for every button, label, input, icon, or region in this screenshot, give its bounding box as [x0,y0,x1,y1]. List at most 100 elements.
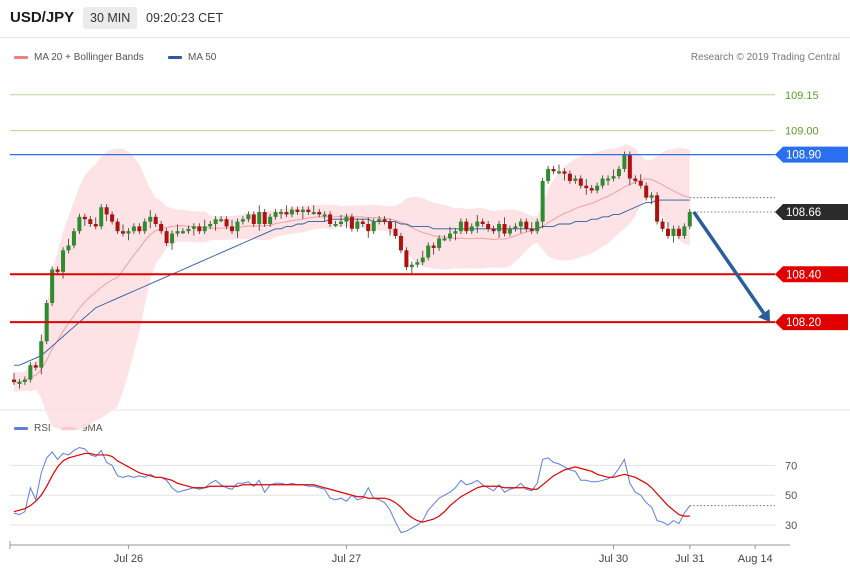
candle-body [393,228,398,236]
candle [666,222,670,239]
candle [475,214,480,234]
candle [17,378,22,389]
candle-body [518,221,523,227]
candle [589,184,594,194]
candle [175,224,180,237]
candle [273,208,278,220]
candle [202,219,207,235]
candle-body [257,212,262,224]
legend-ma50: MA 50 [168,52,216,63]
candle-body [437,238,442,248]
candle [104,204,109,222]
candle [126,228,131,241]
candle [616,165,621,180]
candle [480,218,485,227]
rsi-ma9-line [13,452,690,523]
candle [655,192,660,225]
candle-body [355,221,360,229]
candle-body [469,226,474,232]
candle [186,225,191,235]
candle-body [66,245,71,251]
candle-body [398,235,403,251]
candle [546,165,551,184]
candle-body [562,171,567,174]
rsi-swatch [14,427,28,430]
candle-body [131,226,136,232]
ma50-swatch [168,56,182,59]
candle-body [279,212,284,215]
last-price-tag [775,204,848,221]
candle [240,216,245,225]
candle-body [110,214,115,222]
candle-body [289,209,294,215]
candle-body [676,228,681,236]
candle [529,222,534,235]
candle [164,228,169,247]
price-grid-label: 109.15 [785,90,819,102]
candle-body [682,226,687,236]
candle-body [426,245,431,258]
candle-body [121,231,125,234]
candle-body [366,224,371,232]
level-label: 108.40 [786,269,821,281]
candle [578,175,583,189]
rsi-pane: 70 50 30 [10,446,797,534]
candle [153,213,158,227]
candle [627,151,632,186]
candle [224,216,229,230]
candle [251,211,256,227]
price-grid-label: 109.00 [785,126,819,138]
candle [219,216,224,223]
legend-ma50-label: MA 50 [188,52,217,63]
candle-body [28,365,33,380]
candle-body [180,231,185,234]
candle-body [268,216,273,224]
candle-body [170,233,175,244]
candle-body [208,224,213,227]
candle-body [17,381,22,384]
candle [28,362,33,383]
candle-body [186,228,191,232]
candle [595,182,600,194]
interval-badge[interactable]: 30 MIN [83,7,138,29]
candle-body [12,379,16,382]
candle-body [453,231,458,234]
candle [339,214,343,227]
clock-time: 09:20:23 CET [146,11,224,25]
candle [649,192,654,205]
candle-body [589,188,594,191]
candle [230,219,234,235]
candle-body [262,212,267,224]
legend-ma20: MA 20 + Bollinger Bands [14,52,144,63]
bollinger-bands [14,144,690,431]
candle-body [240,219,245,222]
candle [486,220,491,232]
candle-body [322,214,327,217]
candle [33,362,38,371]
candle-body [148,216,153,222]
level-tag-resistance [775,146,848,163]
candle-body [349,216,354,229]
candle-body [388,221,393,229]
candle-body [622,154,627,169]
candle [12,372,16,385]
candle [502,217,507,237]
candle [551,165,556,175]
candle [557,164,561,175]
candle-body [595,185,600,191]
candle [115,218,120,235]
candle-body [415,262,420,265]
candle [180,228,185,235]
candle [322,211,327,222]
chart-header: USD/JPY 30 MIN 09:20:23 CET [0,0,850,38]
candle-body [82,216,87,220]
candle-body [382,219,387,222]
projection-arrow-head [757,309,770,323]
candle [513,223,518,232]
candle-body [491,228,496,232]
candle [464,218,469,235]
candle-body [611,176,616,179]
candle [262,208,267,227]
candle [88,216,93,227]
